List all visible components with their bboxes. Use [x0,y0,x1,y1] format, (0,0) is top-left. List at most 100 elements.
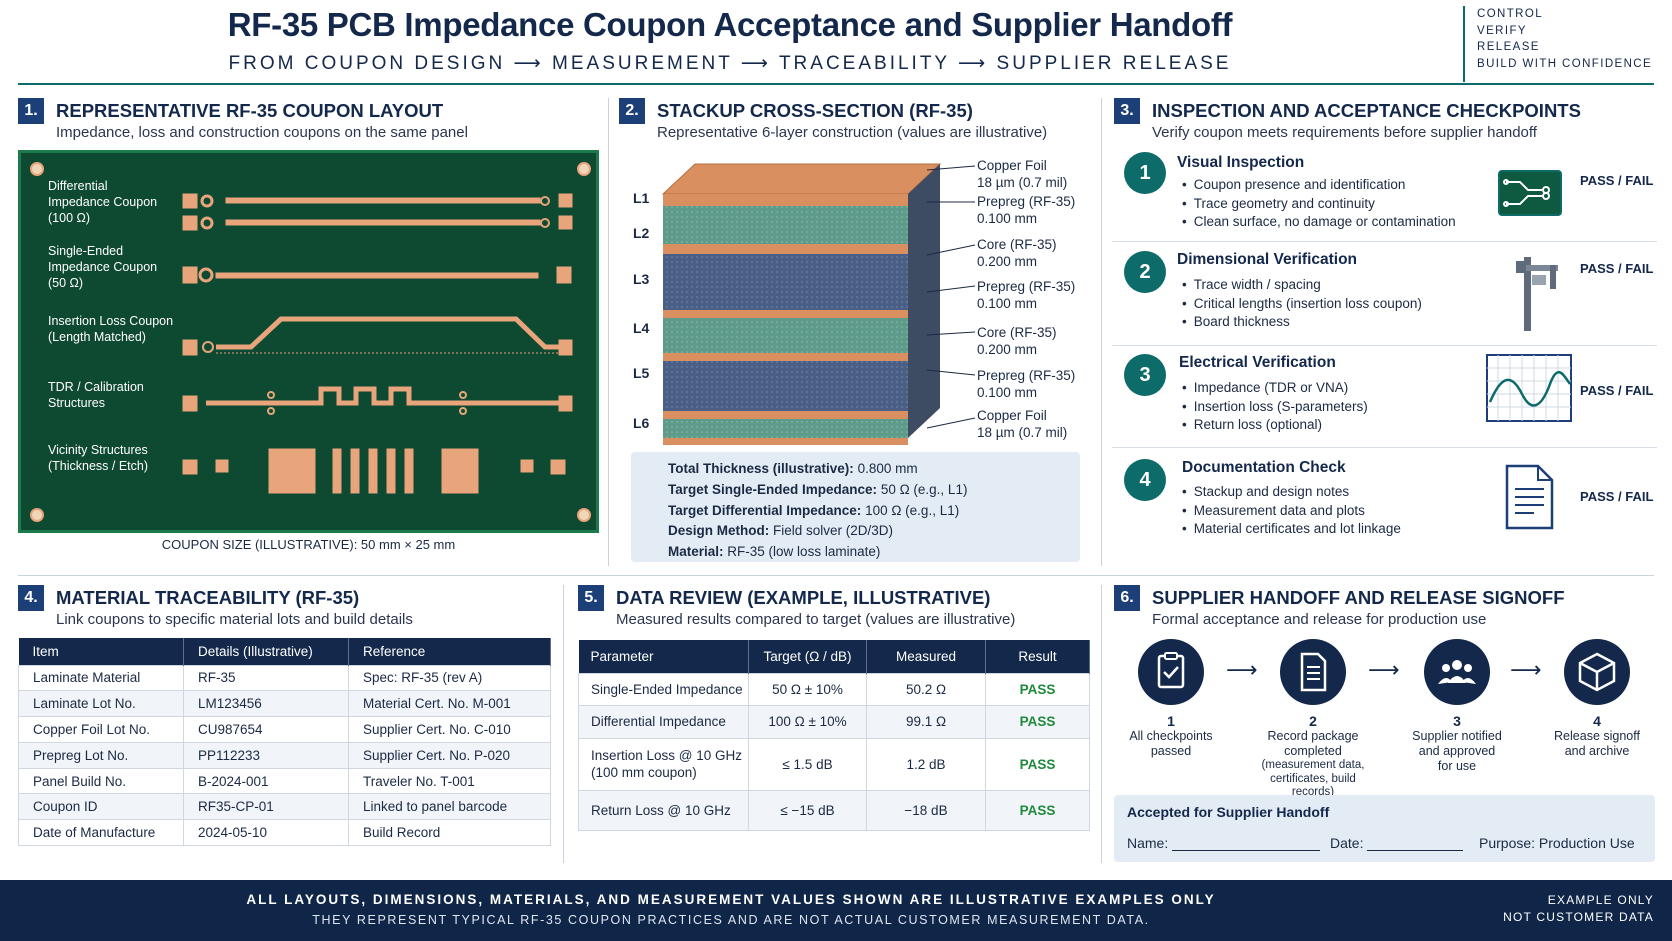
step-text: completed [1284,744,1342,758]
section-title: SUPPLIER HANDOFF AND RELEASE SIGNOFF [1152,587,1565,608]
layer-label: L3 [633,271,650,287]
table-row: Date of Manufacture 2024-05-10 Build Recor… [18,819,551,847]
step-number: 2 [1309,713,1317,729]
caliper-icon [1516,257,1558,331]
checkpoint-title: Electrical Verification [1179,354,1336,371]
table-cell: Build Record [348,819,551,847]
checkpoint-title: Documentation Check [1182,459,1346,476]
layer-label: L5 [633,365,650,381]
step-number: 3 [1453,713,1461,729]
table-cell: Spec: RF-35 (rev A) [348,664,551,692]
summary-key: Target Differential Impedance: [668,502,862,518]
coupon-board: Differential Impedance Coupon (100 Ω) Si… [18,150,599,533]
bullet: Insertion loss (S-parameters) [1182,398,1368,417]
stackup-note: Copper Foil 18 µm (0.7 mil) [977,157,1067,191]
checkpoint-bullets: Trace width / spacing Critical lengths (… [1182,276,1422,332]
bullet: Stackup and design notes [1182,483,1401,502]
checkpoint-divider [1112,345,1657,346]
document-icon [1505,464,1554,530]
section-subtitle: Impedance, loss and construction coupons… [56,124,468,141]
checkpoint-bullets: Impedance (TDR or VNA) Insertion loss (S… [1182,379,1368,435]
step-number: 4 [1593,713,1601,729]
footer-note-line: EXAMPLE ONLY [1547,893,1654,907]
note-value: 0.200 mm [977,342,1038,357]
name-blank[interactable] [1172,837,1321,851]
section-title: REPRESENTATIVE RF-35 COUPON LAYOUT [56,100,444,121]
flow-step-circle [1138,639,1204,705]
section-number: 6. [1114,585,1140,611]
stackup-note: Prepreg (RF-35) 0.100 mm [977,367,1075,401]
note-name: Core (RF-35) [977,325,1057,340]
table-cell: Return Loss @ 10 GHz [578,789,749,831]
arrow-right-icon: ⟶ [1226,657,1258,682]
signoff-name-field[interactable]: Name: [1127,835,1321,851]
note-name: Copper Foil [977,408,1047,423]
summary-key: Target Single-Ended Impedance: [668,481,878,497]
section-subtitle: Representative 6-layer construction (val… [657,124,1048,141]
note-name: Prepreg (RF-35) [977,279,1076,294]
step-number: 1 [1167,713,1175,729]
summary-line: Total Thickness (illustrative): 0.800 mm [668,459,1080,480]
waveform-icon [1486,354,1572,422]
checkpoint-bullets: Coupon presence and identification Trace… [1182,176,1456,232]
tagline-line: RELEASE [1477,41,1540,53]
tagline-line: VERIFY [1477,24,1527,37]
table-row: Single-Ended Impedance 50 Ω ± 10% 50.2 Ω… [578,672,1090,706]
table-row: Insertion Loss @ 10 GHz (100 mm coupon) ≤… [578,737,1090,791]
table-cell: 1.2 dB [866,737,986,791]
bullet: Measurement data and plots [1182,502,1401,521]
table-cell: ≤ 1.5 dB [748,737,867,791]
result-badge: PASS [985,704,1090,739]
table-row: Prepreg Lot No. PP112233 Supplier Cert. No… [18,741,551,769]
section-number: 4. [18,585,44,611]
tagline: CONTROL VERIFY RELEASE BUILD WITH CONFID… [1463,6,1652,82]
note-value: 18 µm (0.7 mil) [977,175,1068,190]
table-header-row: Parameter Target (Ω / dB) Measured Resul… [578,640,1090,673]
signoff-title: Accepted for Supplier Handoff [1127,804,1330,820]
pass-fail-label: PASS / FAIL [1580,489,1654,504]
column-header: Result [985,640,1090,673]
footer-note: EXAMPLE ONLY NOT CUSTOMER DATA [1503,892,1654,926]
column-divider [608,98,609,566]
bullet: Coupon presence and identification [1182,176,1456,195]
signoff-date-field[interactable]: Date: [1330,835,1464,851]
date-blank[interactable] [1367,837,1464,851]
table-cell: Laminate Lot No. [18,690,184,718]
name-label: Name: [1127,835,1169,851]
checkpoint-title: Dimensional Verification [1177,251,1358,268]
flow-step-circle [1564,639,1630,705]
table-row: Laminate Lot No. LM123456 Material Cert. N… [18,690,551,718]
section-subtitle: Verify coupon meets requirements before … [1152,124,1537,141]
table-cell: ≤ −15 dB [748,789,867,831]
page-footer: ALL LAYOUTS, DIMENSIONS, MATERIALS, AND … [0,880,1672,941]
note-name: Prepreg (RF-35) [977,194,1076,209]
row-divider [18,575,1654,576]
table-cell: 2024-05-10 [183,819,349,847]
column-header: Target (Ω / dB) [748,640,867,673]
traceability-table: Item Details (Illustrative) Reference La… [18,638,551,847]
coupon-label: Differential Impedance Coupon (100 Ω) [48,179,158,225]
table-cell: 99.1 Ω [866,704,986,739]
note-name: Prepreg (RF-35) [977,368,1076,383]
step-text: All checkpoints [1129,729,1213,743]
table-cell: B-2024-001 [183,767,349,795]
table-header-row: Item Details (Illustrative) Reference [18,638,551,665]
summary-line: Target Differential Impedance: 100 Ω (e.… [668,501,1080,522]
page-title: RF-35 PCB Impedance Coupon Acceptance an… [227,6,1233,43]
flow-step: 3 Supplier notified and approved for use [1392,713,1522,774]
param-line: (100 mm coupon) [591,765,697,780]
summary-line: Target Single-Ended Impedance: 50 Ω (e.g… [668,480,1080,501]
checkpoint-bullets: Stackup and design notes Measurement dat… [1182,483,1401,539]
table-cell: Coupon ID [18,793,184,821]
table-cell: RF-35 [183,664,349,692]
summary-value: 100 Ω (e.g., L1) [865,502,960,518]
table-cell: RF35-CP-01 [183,793,349,821]
coupon-label: Single-Ended Impedance Coupon (50 Ω) [48,244,158,290]
table-cell: −18 dB [866,789,986,831]
signoff-purpose: Purpose: Production Use [1479,835,1635,851]
column-header: Measured [866,640,986,673]
data-review-table: Parameter Target (Ω / dB) Measured Resul… [578,640,1090,831]
table-cell: LM123456 [183,690,349,718]
table-row: Panel Build No. B-2024-001 Traveler No. T-… [18,767,551,795]
summary-value: 0.800 mm [857,461,918,476]
